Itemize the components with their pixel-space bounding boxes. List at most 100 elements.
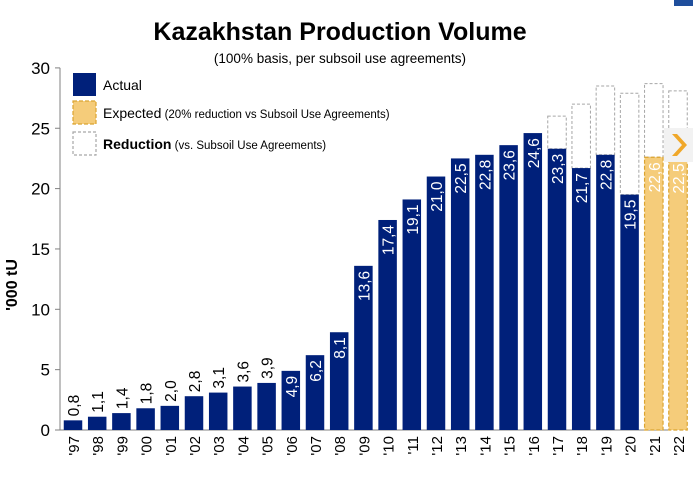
bar-value-label: 13,6	[356, 271, 373, 301]
bar-value-label: 22,8	[477, 160, 494, 190]
actual-bar	[329, 332, 349, 430]
y-tick-label: 5	[41, 361, 50, 380]
bar-value-label: 3,6	[235, 361, 252, 383]
x-tick-label: '17	[550, 436, 567, 456]
bar-value-label: 1,1	[90, 391, 107, 413]
actual-bar	[499, 145, 518, 430]
brand-accent-bar	[674, 0, 693, 6]
bar-value-label: 22,8	[598, 160, 615, 190]
actual-bar	[426, 176, 446, 430]
actual-bar	[136, 408, 155, 430]
actual-bar	[571, 168, 591, 430]
actual-bar	[523, 133, 543, 430]
actual-bar	[257, 382, 276, 430]
y-tick-label: 20	[31, 180, 50, 199]
actual-bar	[87, 416, 107, 430]
x-tick-label: '10	[381, 436, 398, 456]
actual-bar	[475, 154, 494, 430]
legend-swatch-actual	[73, 73, 96, 96]
reduction-bar	[595, 85, 616, 156]
actual-bar	[233, 386, 252, 430]
bar-value-label: 8,1	[332, 337, 349, 359]
x-tick-label: '14	[477, 436, 494, 456]
y-tick-label: 10	[31, 300, 50, 319]
x-tick-label: '03	[211, 436, 228, 456]
x-tick-label: '97	[66, 436, 83, 456]
reduction-bar	[619, 92, 640, 196]
bar-value-label: 17,4	[381, 225, 398, 256]
x-tick-label: '15	[502, 436, 519, 456]
x-tick-label: '06	[284, 436, 301, 456]
next-arrow-icon[interactable]	[664, 128, 693, 162]
bar-value-label: 1,8	[139, 383, 156, 405]
bar-value-label: 22,5	[671, 163, 688, 193]
x-tick-label: '05	[260, 436, 277, 456]
reduction-bar	[571, 103, 591, 169]
x-tick-label: '01	[163, 436, 180, 456]
y-tick-label: 25	[31, 119, 50, 138]
expected-bar	[643, 156, 664, 431]
legend-label-expected: Expected (20% reduction vs Subsoil Use A…	[103, 105, 390, 121]
bar-value-label: 19,5	[623, 200, 640, 230]
bar-value-label: 23,6	[502, 150, 519, 180]
bar-value-label: 24,6	[526, 138, 543, 168]
x-tick-label: '99	[114, 436, 131, 456]
bar-value-label: 3,9	[260, 357, 277, 379]
x-tick-label: '19	[598, 436, 615, 456]
bar-value-label: 1,4	[114, 387, 131, 409]
bar-value-label: 19,1	[405, 204, 422, 234]
legend-label-actual: Actual	[103, 77, 142, 93]
bar-value-label: 23,3	[550, 154, 567, 184]
bar-value-label: 4,9	[284, 376, 301, 398]
bar-value-label: 3,1	[211, 367, 228, 389]
bar-value-label: 2,8	[187, 371, 204, 393]
expected-bar	[668, 157, 688, 431]
x-tick-label: '21	[647, 436, 664, 456]
actual-bar	[184, 396, 204, 430]
bar-value-label: 21,0	[429, 181, 446, 212]
reduction-bar	[547, 115, 567, 150]
bar-value-label: 22,5	[453, 163, 470, 193]
bar-value-label: 2,0	[163, 380, 180, 402]
actual-bar	[208, 392, 228, 430]
actual-bar	[596, 154, 615, 430]
y-axis-label: '000 tU	[4, 259, 21, 311]
actual-bar	[547, 148, 567, 431]
bar-value-label: 22,6	[647, 162, 664, 192]
reduction-bar	[644, 83, 664, 158]
x-tick-label: '02	[187, 436, 204, 456]
x-tick-label: '13	[453, 436, 470, 456]
x-tick-label: '18	[574, 436, 591, 456]
legend-label-reduction: Reduction (vs. Subsoil Use Agreements)	[103, 136, 326, 152]
legend-swatch-expected	[72, 100, 97, 125]
actual-bar	[354, 265, 373, 430]
x-tick-label: '08	[332, 436, 349, 456]
actual-bar	[620, 194, 639, 430]
x-tick-label: '16	[526, 436, 543, 456]
actual-bar	[63, 420, 83, 430]
actual-bar	[160, 405, 180, 430]
x-tick-label: '11	[405, 436, 422, 454]
legend: Actual Expected (20% reduction vs Subsoil…	[72, 73, 390, 156]
actual-bar	[112, 413, 131, 430]
x-tick-label: '20	[623, 436, 640, 456]
y-tick-label: 30	[31, 59, 50, 78]
actual-bar	[402, 199, 422, 430]
actual-bar	[450, 158, 470, 431]
legend-swatch-reduction	[72, 131, 97, 156]
x-tick-label: '07	[308, 436, 325, 456]
x-tick-label: '22	[671, 436, 688, 456]
x-tick-label: '04	[235, 436, 252, 456]
bar-value-label: 6,2	[308, 360, 325, 382]
bar-value-label: 0,8	[66, 395, 83, 417]
chart-subtitle: (100% basis, per subsoil use agreements)	[213, 51, 467, 66]
x-tick-label: '98	[90, 436, 107, 456]
x-tick-label: '09	[356, 436, 373, 456]
chart-title: Kazakhstan Production Volume	[153, 18, 527, 46]
x-tick-label: '12	[429, 436, 446, 456]
y-tick-label: 0	[41, 421, 50, 440]
y-tick-label: 15	[31, 240, 50, 259]
x-tick-label: '00	[139, 436, 156, 456]
bar-value-label: 21,7	[574, 173, 591, 203]
